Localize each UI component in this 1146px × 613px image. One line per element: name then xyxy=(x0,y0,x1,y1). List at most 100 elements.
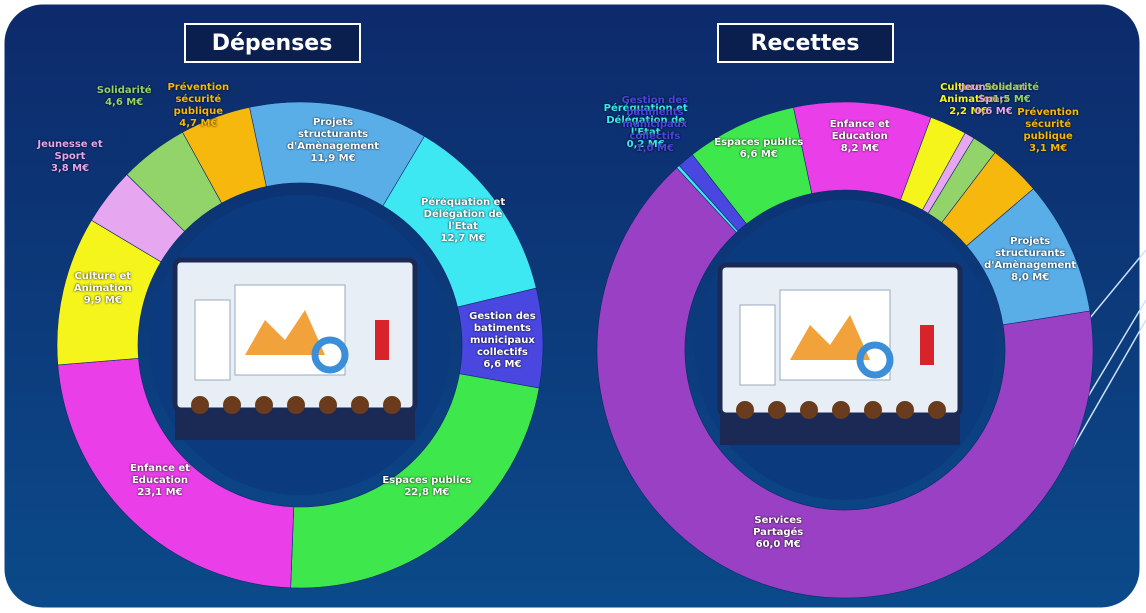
audience xyxy=(736,401,754,419)
audience xyxy=(383,396,401,414)
panel xyxy=(194,299,231,381)
label-box: Culture et Animation 9,9 M€ xyxy=(55,271,151,307)
pie-icon xyxy=(311,336,349,374)
audience xyxy=(287,396,305,414)
label-box: Péréquation et Délégation de l'Etat 0,2 M… xyxy=(598,103,694,151)
label-box: Solidarité 1,5 M€ xyxy=(964,82,1060,106)
desk xyxy=(720,415,960,445)
category-label: Projets structurants d'Amènagement xyxy=(984,236,1077,272)
value-label: 6,6 M€ xyxy=(739,149,778,161)
audience xyxy=(928,401,946,419)
category-label: Solidarité xyxy=(96,85,152,97)
label-box: Péréquation et Délégation de l'Etat 12,7 … xyxy=(415,197,511,245)
slice xyxy=(596,167,1094,599)
label-box: Gestion des batiments municipaux collect… xyxy=(454,311,550,371)
slice xyxy=(57,357,295,589)
category-label: Prévention sécurité publique xyxy=(1017,106,1079,142)
value-label: 0,6 M€ xyxy=(974,106,1013,117)
data-label: Gestion des batiments municipaux collect… xyxy=(454,311,550,371)
title-box xyxy=(184,23,361,63)
category-label: Espaces publics xyxy=(382,474,472,486)
value-label: 3,1 M€ xyxy=(1029,142,1068,154)
category-label: Espaces publics xyxy=(714,137,804,149)
title-box xyxy=(717,23,894,63)
chart-title: Dépenses xyxy=(212,31,333,56)
board xyxy=(779,289,891,381)
audience xyxy=(319,396,337,414)
value-label: 3,8 M€ xyxy=(50,162,90,174)
person xyxy=(920,325,934,365)
category-label: Prévention sécurité publique xyxy=(167,82,230,117)
label-box: Espaces publics 6,6 M€ xyxy=(711,137,807,161)
value-label: 12,7 M€ xyxy=(440,232,486,244)
category-label: Culture et Animation xyxy=(73,271,132,295)
value-label: 6,6 M€ xyxy=(483,359,522,371)
category-label: Gestion des batiments municipaux collect… xyxy=(621,95,689,143)
person xyxy=(375,320,389,360)
category-label: Solidarité xyxy=(984,82,1040,93)
slice xyxy=(691,107,813,225)
slice xyxy=(182,106,267,204)
board xyxy=(234,284,346,376)
chart-title: Recettes xyxy=(751,31,860,56)
label-box: Projets structurants d'Amènagement 11,9 M… xyxy=(285,117,381,165)
value-label: 9,9 M€ xyxy=(83,295,122,307)
category-label: Jeunesse et Sport xyxy=(961,82,1027,105)
value-label: 8,2 M€ xyxy=(840,142,879,154)
category-label: Services Partagés xyxy=(753,514,804,538)
category-label: Enfance et Education xyxy=(829,118,890,142)
label-box: Jeunesse et Sport 0,6 M€ xyxy=(946,82,1042,118)
label-box: Prévention sécurité publique 3,1 M€ xyxy=(1000,107,1096,155)
slice xyxy=(290,373,540,589)
desk xyxy=(175,410,415,440)
value-label: 1,5 M€ xyxy=(992,94,1031,105)
value-label: 23,1 M€ xyxy=(137,487,183,499)
label-box: Espaces publics 22,8 M€ xyxy=(379,475,475,499)
label-box: Culture et Animation 2,2 M€ xyxy=(920,82,1016,118)
label-box: Solidarité 4,6 M€ xyxy=(76,85,172,109)
value-label: 4,7 M€ xyxy=(179,118,218,129)
value-label: 1,0 M€ xyxy=(635,143,674,155)
audience xyxy=(896,401,914,419)
audience xyxy=(351,396,369,414)
category-label: Jeunesse et Sport xyxy=(37,138,103,162)
label-box: Services Partagés 60,0 M€ xyxy=(730,515,826,551)
value-label: 0,2 M€ xyxy=(626,139,665,151)
value-label: 22,8 M€ xyxy=(404,486,450,498)
label-box: Gestion des batiments municipaux collect… xyxy=(607,95,703,155)
illustration xyxy=(695,200,995,500)
audience xyxy=(768,401,786,419)
label-box: Jeunesse et Sport 3,8 M€ xyxy=(22,139,118,175)
label-box: Prévention sécurité publique 4,7 M€ xyxy=(150,82,246,130)
value-label: 2,2 M€ xyxy=(949,106,988,117)
value-label: 8,0 M€ xyxy=(1011,272,1050,284)
category-label: Projets structurants d'Amènagement xyxy=(287,117,380,153)
audience xyxy=(864,401,882,419)
data-label: Péréquation et Délégation de l'Etat12,7 … xyxy=(415,197,511,245)
value-label: 60,0 M€ xyxy=(755,538,801,550)
category-label: Péréquation et Délégation de l'Etat xyxy=(421,196,506,232)
category-label: Péréquation et Délégation de l'Etat xyxy=(603,103,688,139)
audience xyxy=(800,401,818,419)
chart-icon xyxy=(790,315,870,360)
category-label: Culture et Animation xyxy=(939,82,998,105)
category-label: Gestion des batiments municipaux collect… xyxy=(469,311,536,359)
data-label: Gestion des batiments municipaux collect… xyxy=(607,95,703,155)
value-label: 11,9 M€ xyxy=(310,153,356,165)
value-label: 4,6 M€ xyxy=(105,97,144,109)
